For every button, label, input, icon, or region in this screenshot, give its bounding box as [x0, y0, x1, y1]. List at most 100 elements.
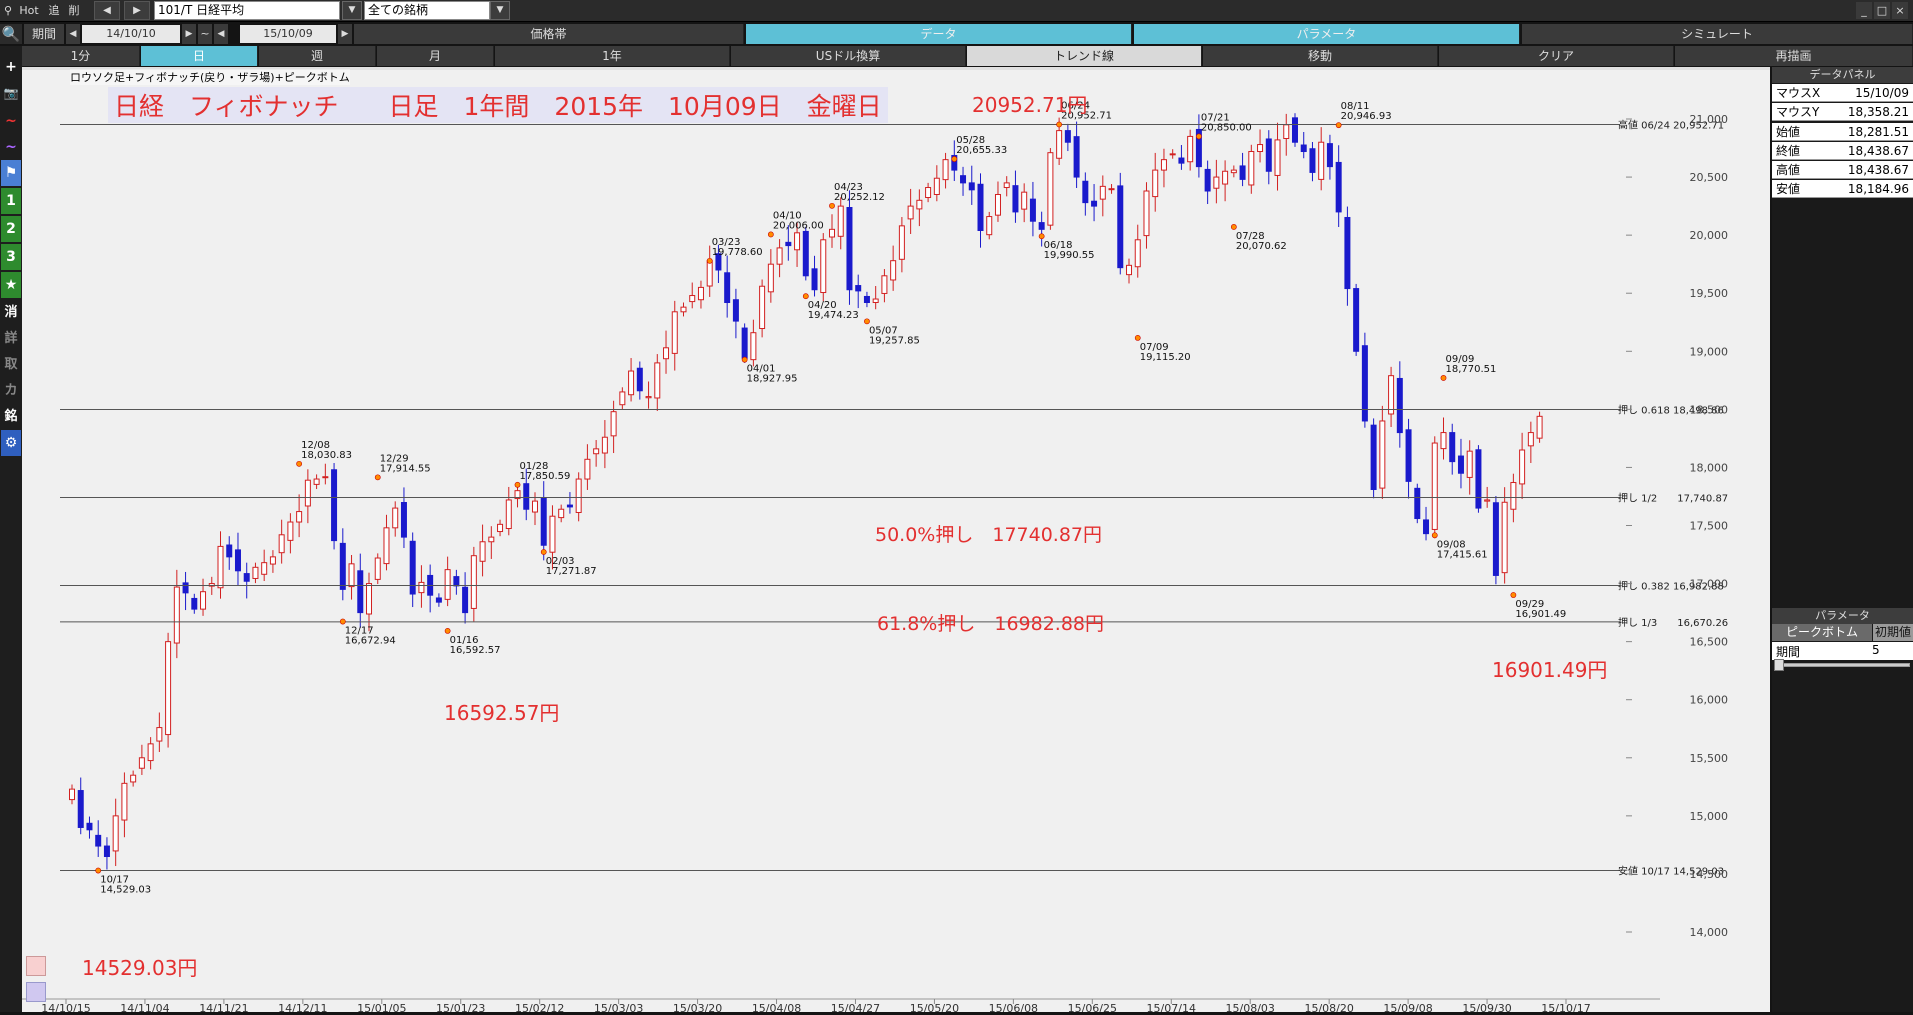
universe-field[interactable]: 全ての銘柄 [364, 1, 490, 20]
tab-weekly[interactable]: 週 [259, 46, 376, 66]
tab-redraw[interactable]: 再描画 [1675, 46, 1913, 66]
candle-body [1405, 429, 1412, 482]
candle-body [348, 563, 355, 588]
detail-button[interactable]: 詳 [4, 331, 18, 346]
gear-icon[interactable]: ⚙ [1, 430, 21, 456]
candle-body [680, 306, 687, 313]
candle-body [1143, 190, 1150, 237]
peak-bottom-marker [296, 460, 303, 467]
tab-price-band[interactable]: 価格帯 [354, 24, 744, 44]
peak-bottom-date: 03/23 [712, 237, 741, 248]
from-next-button[interactable]: ▶ [182, 24, 196, 44]
candle-body [147, 743, 154, 762]
tab-move[interactable]: 移動 [1203, 46, 1438, 66]
candlestick-chart[interactable]: 高値 06/24 20,952.71 押し 0.618 18,498.86 押し 1… [22, 67, 1770, 1015]
candle-body [488, 536, 495, 543]
star-icon[interactable]: ★ [1, 272, 21, 298]
candle-body [907, 205, 914, 220]
candle-body [112, 815, 119, 852]
candle-body [1466, 450, 1473, 478]
param-value-input[interactable]: 5 [1872, 643, 1880, 657]
prev-symbol-button[interactable]: ◀ [94, 1, 120, 20]
search-icon[interactable]: 🔍 [0, 24, 22, 44]
tab-clear[interactable]: クリア [1439, 46, 1674, 66]
peak-bottom-value: 20,952.71 [1061, 110, 1112, 121]
x-tick-label: 14/12/11 [278, 1002, 327, 1012]
camera-icon[interactable]: 📷 [3, 86, 19, 100]
trade-button[interactable]: 取 [4, 357, 18, 372]
close-button[interactable]: × [1892, 2, 1908, 19]
candle-body [1414, 487, 1421, 520]
from-prev-button[interactable]: ◀ [66, 24, 80, 44]
tab-daily[interactable]: 日 [141, 46, 258, 66]
chart-mode2-icon[interactable] [26, 982, 46, 1002]
add-button[interactable]: 追 [48, 4, 60, 17]
preset-2-button[interactable]: 2 [1, 216, 21, 242]
tab-1min[interactable]: 1分 [22, 46, 140, 66]
peak-bottom-marker [339, 618, 346, 625]
candle-body [1012, 185, 1019, 213]
candle-body [759, 285, 766, 330]
to-next-button[interactable]: ▶ [338, 24, 352, 44]
erase-button[interactable]: 消 [4, 305, 18, 320]
symbol-dropdown-button[interactable]: ▼ [342, 1, 362, 20]
param-slider-track[interactable] [1776, 663, 1910, 667]
delete-button[interactable]: 削 [68, 4, 80, 17]
y-tick-label: 19,000 [1690, 345, 1729, 358]
x-tick-label: 15/05/20 [910, 1002, 959, 1012]
price-chart[interactable]: 高値 06/24 20,952.71 押し 0.618 18,498.86 押し 1… [22, 67, 1770, 1015]
tab-peak-bottom[interactable]: ピークボトム [1772, 624, 1872, 641]
candle-body [645, 396, 652, 399]
peak-bottom-value: 20,252.12 [834, 192, 885, 203]
preset-1-button[interactable]: 1 [1, 188, 21, 214]
annotation-618-retrace: 61.8%押し 16982.88円 [877, 613, 1105, 635]
flag-icon[interactable]: ⚑ [1, 160, 21, 186]
universe-dropdown-button[interactable]: ▼ [490, 1, 510, 20]
hot-button[interactable]: Hot [19, 4, 39, 17]
candle-body [1152, 169, 1159, 198]
tab-1year[interactable]: 1年 [495, 46, 730, 66]
y-tick-label: 21,000 [1690, 113, 1729, 126]
tab-usd-conversion[interactable]: USドル換算 [731, 46, 966, 66]
to-prev-button[interactable]: ◀ [214, 24, 228, 44]
candle-body [1423, 519, 1430, 535]
candle-body [339, 542, 346, 590]
tab-data[interactable]: データ [746, 24, 1132, 44]
candle-body [566, 504, 573, 508]
candle-body [898, 225, 905, 260]
tab-monthly[interactable]: 月 [377, 46, 494, 66]
symbol-field[interactable]: 101/T 日経平均 [154, 1, 340, 20]
search-icon[interactable]: ⚲ [3, 4, 13, 17]
candle-body [1117, 185, 1124, 269]
y-tick-label: 18,500 [1690, 403, 1729, 416]
y-tick-label: 16,000 [1690, 694, 1729, 707]
preset-3-button[interactable]: 3 [1, 244, 21, 270]
indicator-icon[interactable]: ~ [5, 139, 17, 155]
to-date-input[interactable]: 15/10/09 [240, 25, 336, 43]
candle-body [121, 782, 128, 821]
tab-parameter[interactable]: パラメータ [1134, 24, 1520, 44]
x-tick-label: 15/06/25 [1068, 1002, 1117, 1012]
top-toolbar: ⚲ Hot 追 削 ◀ ▶ 101/T 日経平均 ▼ 全ての銘柄 ▼ _ □ × [0, 0, 1913, 22]
candle-body [523, 483, 530, 510]
crosshair-icon[interactable]: + [5, 59, 17, 75]
param-slider-handle[interactable] [1774, 659, 1784, 671]
candle-body [1475, 449, 1482, 509]
peak-bottom-marker [864, 318, 870, 325]
candle-body [933, 177, 940, 195]
next-symbol-button[interactable]: ▶ [124, 1, 150, 20]
line-chart-icon[interactable]: ~ [5, 113, 17, 129]
candle-body [331, 469, 338, 542]
from-date-input[interactable]: 14/10/10 [82, 25, 180, 43]
chart-mode-icon[interactable] [26, 956, 46, 976]
maximize-button[interactable]: □ [1874, 2, 1890, 19]
ka-button[interactable]: カ [4, 383, 18, 398]
peak-bottom-date: 12/29 [380, 453, 409, 464]
peak-bottom-value: 16,592.57 [450, 645, 501, 656]
symbol-button[interactable]: 銘 [4, 409, 18, 424]
tab-simulate[interactable]: シミュレート [1522, 24, 1913, 44]
tab-trendline[interactable]: トレンド線 [967, 46, 1202, 66]
tab-default[interactable]: 初期値 [1873, 624, 1913, 641]
minimize-button[interactable]: _ [1856, 2, 1872, 19]
candle-body [1213, 176, 1220, 189]
